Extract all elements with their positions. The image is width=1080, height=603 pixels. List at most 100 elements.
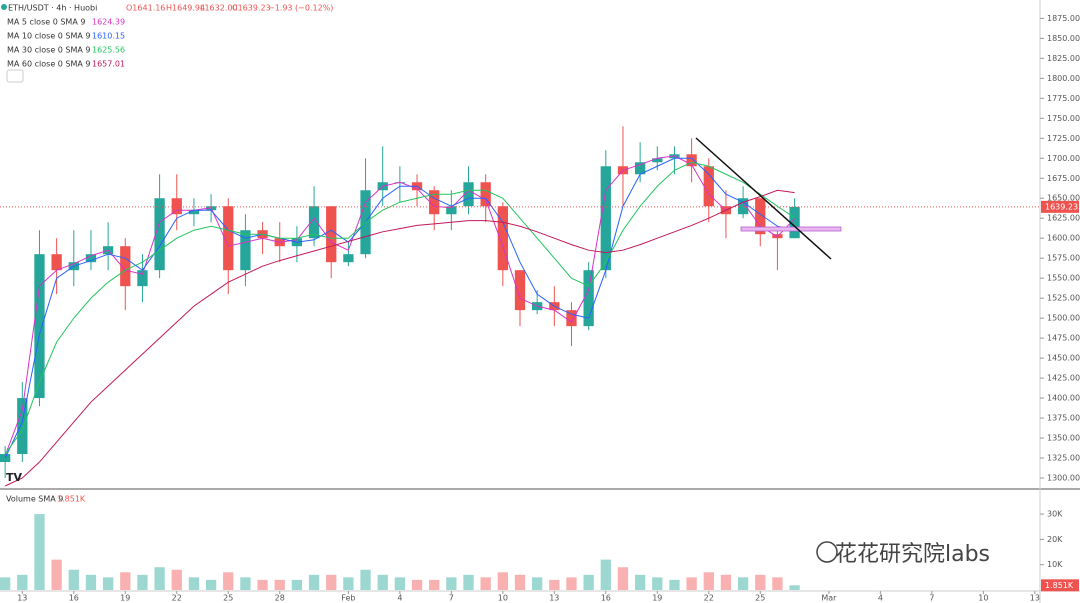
y-tick-label: 1400.00 [1047, 394, 1080, 403]
x-tick-label: 7 [929, 594, 934, 603]
y-tick-label: 1825.00 [1047, 54, 1080, 63]
volume-bar [720, 574, 732, 590]
candle-body [600, 166, 611, 271]
y-tick-label: 1525.00 [1047, 294, 1080, 303]
last-price-tag [1041, 200, 1079, 213]
volume-bar [634, 574, 646, 590]
volume-bar [411, 579, 423, 590]
candle-body [343, 254, 354, 263]
legend-name: MA 5 close 0 SMA 9 [7, 18, 85, 27]
volume-bar [68, 569, 79, 590]
candle-body [326, 206, 337, 263]
candle-body [737, 198, 749, 215]
candle-body [85, 254, 97, 263]
y-tick-label: 1725.00 [1047, 134, 1080, 143]
candle-body [34, 254, 45, 399]
y-tick-label: 1625.00 [1047, 214, 1080, 223]
volume-tick-label: 20K [1047, 535, 1063, 544]
x-tick-label: 16 [69, 594, 79, 603]
x-tick-label: Mar [821, 594, 837, 603]
volume-bar [34, 514, 45, 590]
legend-value: 1657.01 [92, 60, 125, 69]
volume-value: 1.851K [57, 495, 86, 504]
volume-bar [429, 579, 440, 590]
x-tick-label: 28 [275, 594, 285, 603]
candle-body [480, 182, 491, 207]
x-tick-label: 10 [978, 594, 988, 603]
legend-name: MA 30 close 0 SMA 9 [7, 46, 91, 55]
candle-body [240, 230, 251, 271]
y-tick-label: 1650.00 [1047, 194, 1080, 203]
volume-bar [703, 572, 714, 590]
volume-bar [394, 577, 406, 590]
candle-body [17, 398, 28, 455]
volume-bar [463, 574, 474, 590]
main-pane [0, 126, 1040, 590]
x-tick-label: 13 [549, 594, 559, 603]
x-tick-label: 22 [704, 594, 714, 603]
volume-bar [652, 577, 663, 590]
volume-bar [772, 577, 783, 590]
candle-body [137, 270, 148, 287]
volume-bar [291, 579, 303, 590]
volume-bar [514, 574, 526, 590]
collapse-button[interactable] [6, 69, 24, 83]
volume-bar [137, 574, 148, 590]
symbol: ETH/USDT · 4h · Huobi [8, 4, 97, 13]
y-tick-label: 1375.00 [1047, 414, 1080, 423]
volume-bar [257, 579, 268, 590]
volume-bar [0, 577, 11, 590]
candle-body [51, 254, 62, 271]
axes: 1300.00 1325.00 1350.00 1375.00 1400.00 1425.… [17, 14, 1080, 603]
candle-body [566, 310, 577, 327]
x-tick-label: 4 [397, 594, 402, 603]
ma-line [4, 155, 795, 456]
candle-body [514, 270, 526, 311]
candle-body [188, 210, 200, 215]
y-tick-label: 1325.00 [1047, 454, 1080, 463]
candle-body [154, 198, 165, 271]
ma-line [4, 157, 795, 459]
last-volume-label: 1.851K [1045, 581, 1074, 590]
volume-bar [223, 572, 234, 590]
x-tick-label: 19 [652, 594, 662, 603]
y-tick-label: 1450.00 [1047, 354, 1080, 363]
volume-bar [360, 569, 371, 590]
y-tick-label: 1700.00 [1047, 154, 1080, 163]
candle-body [429, 190, 440, 215]
volume-bar [188, 577, 200, 590]
candle-body [223, 206, 234, 271]
candle-body [789, 206, 800, 239]
last-price-label: 1639.23 [1045, 202, 1078, 211]
volume-bar [51, 559, 62, 590]
y-tick-label: 1300.00 [1047, 474, 1080, 483]
volume-bar [308, 574, 320, 590]
volume-bar [205, 579, 217, 590]
volume-bar [326, 574, 337, 590]
x-tick-label: 25 [223, 594, 233, 603]
volume-bar [171, 569, 182, 590]
volume-bar [480, 577, 491, 590]
y-tick-label: 1575.00 [1047, 254, 1080, 263]
status-dot [1, 4, 7, 10]
y-tick-label: 1550.00 [1047, 274, 1080, 283]
volume-bar [686, 577, 697, 590]
volume-bar [600, 559, 611, 590]
volume-bar [566, 577, 577, 590]
candle-body [686, 154, 697, 167]
candle-body [652, 158, 663, 163]
legend-value: 1625.56 [92, 46, 125, 55]
x-tick-label: 22 [172, 594, 182, 603]
volume-bar [343, 577, 354, 590]
volume-title: Volume SMA 9 [6, 495, 63, 504]
volume-tick-label: 10K [1047, 560, 1063, 569]
volume-bar [532, 577, 543, 590]
y-tick-label: 1750.00 [1047, 114, 1080, 123]
ma-line [4, 161, 795, 455]
candle-body [171, 198, 182, 215]
volume-bar [549, 579, 560, 590]
x-tick-label: 16 [601, 594, 611, 603]
x-tick-label: 13 [17, 594, 27, 603]
